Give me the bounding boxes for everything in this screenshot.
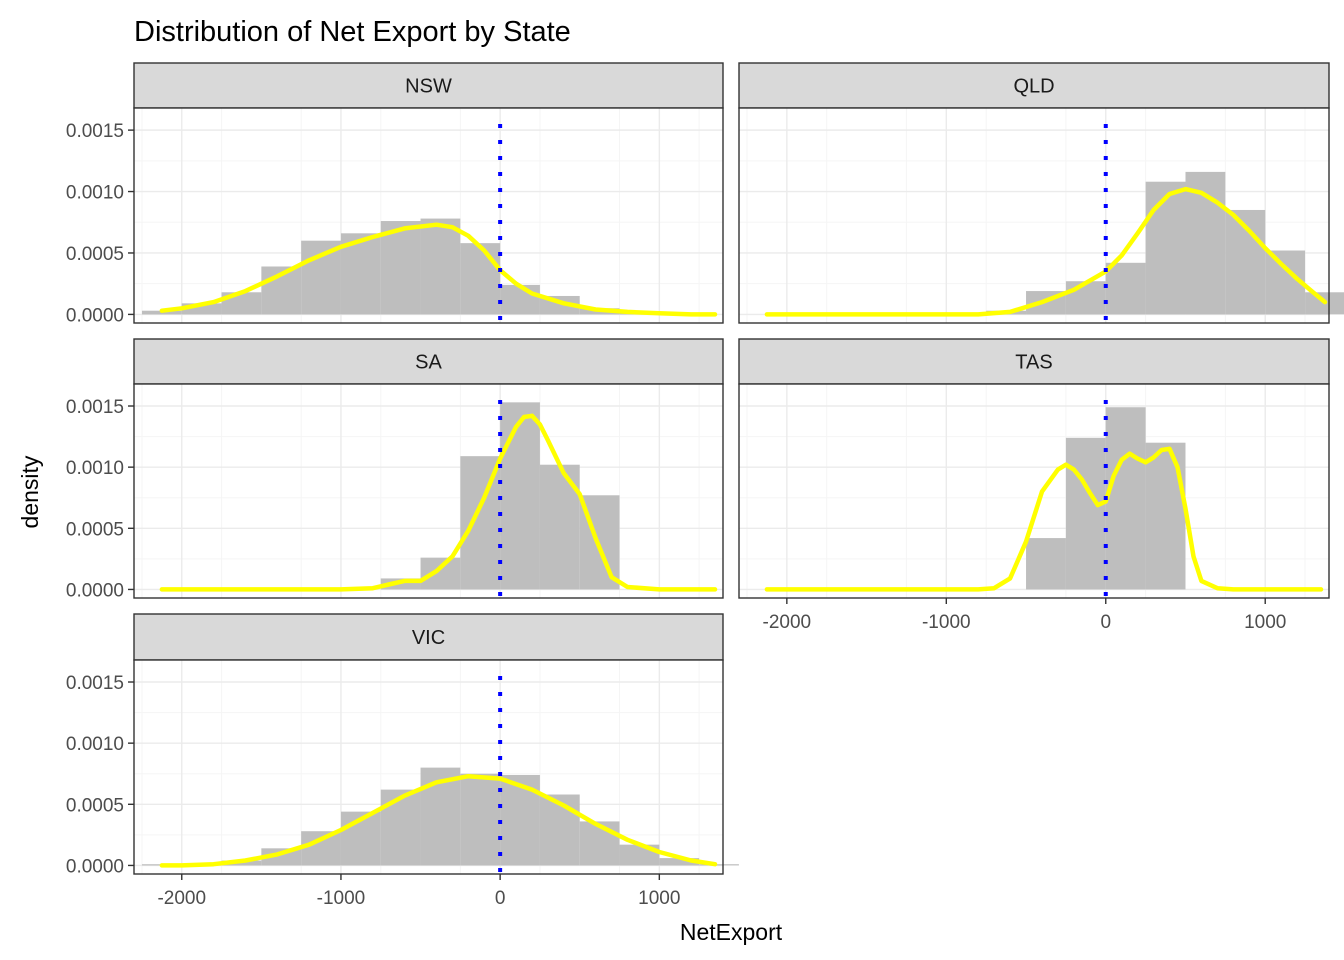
x-tick-label: -2000 <box>763 612 812 633</box>
facet-qld: QLD <box>738 62 1344 324</box>
density-curve <box>764 186 1328 317</box>
histogram-bar <box>1105 262 1146 315</box>
facet-strip <box>133 613 724 661</box>
panel-border <box>133 383 724 599</box>
x-axis-label: NetExport <box>680 919 783 945</box>
y-tick-label: 0.0005 <box>66 244 124 265</box>
x-tick-label: 1000 <box>638 888 680 909</box>
histogram-bar <box>500 402 540 590</box>
histogram-bar <box>420 218 461 315</box>
histogram-bar <box>181 303 222 315</box>
histogram-bar <box>1145 442 1186 590</box>
x-tick-label: -2000 <box>157 888 206 909</box>
facet-strip <box>133 338 724 385</box>
histogram-bar <box>301 831 341 866</box>
panel-border <box>738 107 1330 324</box>
panel-border <box>738 383 1330 599</box>
y-tick-label: 0.0000 <box>66 856 124 877</box>
x-tick-label: -1000 <box>317 888 366 909</box>
histogram-bar <box>539 794 580 866</box>
y-axis-label: density <box>17 455 43 528</box>
y-tick-label: 0.0010 <box>66 458 124 479</box>
histogram-bar <box>460 773 501 866</box>
histogram-bar <box>1065 437 1106 590</box>
histogram-bar <box>1026 538 1066 590</box>
y-tick-label: 0.0015 <box>66 397 124 418</box>
panel-border <box>133 659 724 875</box>
histogram-bar <box>380 789 421 866</box>
histogram-bar <box>1105 407 1146 590</box>
x-tick-label: 1000 <box>1244 612 1286 633</box>
histogram-bar <box>1065 281 1106 315</box>
histogram-bar <box>579 821 620 866</box>
facet-vic: VIC 0.0000 0.0005 0.0010 0.0015 -2000 -1000 0 10… <box>66 613 739 909</box>
facets: NSW 0.0000 0.0005 0.0010 0.0015 QLD SA 0.0000 0.… <box>66 62 1344 909</box>
panel-border <box>133 107 724 324</box>
facet-strip <box>738 62 1330 109</box>
density-curve <box>159 413 718 592</box>
y-tick-label: 0.0000 <box>66 305 124 326</box>
facet-tas: TAS -2000 -1000 0 1000 <box>738 338 1330 633</box>
y-tick-label: 0.0005 <box>66 519 124 540</box>
y-tick-label: 0.0000 <box>66 580 124 601</box>
chart-title: Distribution of Net Export by State <box>134 16 571 48</box>
histogram-bar <box>261 848 302 866</box>
density-curve <box>159 222 718 317</box>
y-tick-label: 0.0010 <box>66 734 124 755</box>
facet-strip-label: SA <box>415 352 442 374</box>
histogram-bar <box>420 557 461 590</box>
histogram-bar <box>460 243 501 315</box>
histogram-bar <box>699 864 739 866</box>
x-tick-label: 0 <box>1100 612 1111 633</box>
density-curve <box>159 773 718 868</box>
facet-strip-label: VIC <box>412 627 445 649</box>
y-tick-label: 0.0005 <box>66 795 124 816</box>
histogram-bar <box>1145 181 1186 315</box>
histogram-bar <box>500 284 540 315</box>
density-curve <box>764 446 1324 592</box>
y-tick-label: 0.0015 <box>66 121 124 142</box>
facet-strip <box>133 62 724 109</box>
facet-strip-label: NSW <box>405 76 452 98</box>
y-tick-label: 0.0015 <box>66 673 124 694</box>
histogram-bar <box>659 858 700 866</box>
facet-strip-label: QLD <box>1013 76 1054 98</box>
facet-sa: SA 0.0000 0.0005 0.0010 0.0015 <box>66 338 724 601</box>
facet-nsw: NSW 0.0000 0.0005 0.0010 0.0015 <box>66 62 724 326</box>
facet-strip-label: TAS <box>1015 352 1052 374</box>
x-tick-label: -1000 <box>922 612 971 633</box>
facet-strip <box>738 338 1330 385</box>
y-tick-label: 0.0010 <box>66 183 124 204</box>
histogram-bar <box>380 221 421 315</box>
x-tick-label: 0 <box>495 888 506 909</box>
